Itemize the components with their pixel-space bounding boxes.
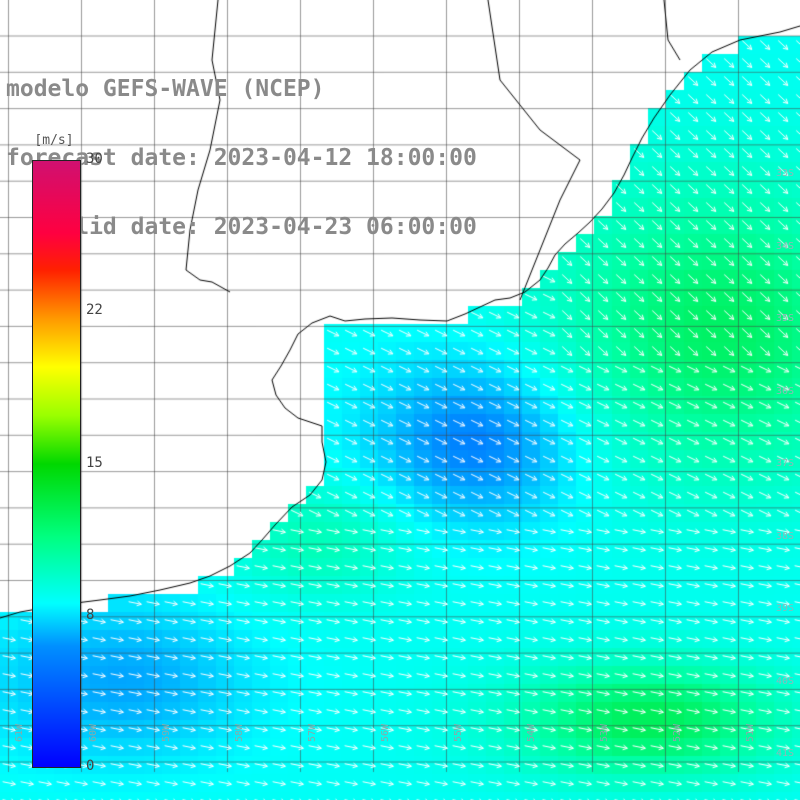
lat-label: 37S (775, 458, 794, 469)
lon-label: 55W (453, 723, 464, 742)
colorbar-tick-8: 8 (86, 607, 95, 623)
colorbar-tick-0: 0 (86, 758, 95, 774)
lat-label: 33S (775, 168, 794, 179)
lon-label: 60W (88, 723, 99, 742)
model-name: modelo GEFS-WAVE (NCEP) (6, 76, 325, 102)
colorbar-units: [m/s] (34, 133, 74, 148)
lat-label: 36S (775, 386, 794, 397)
lat-label: 34S (775, 241, 794, 252)
lon-label: 61W (14, 723, 25, 742)
lat-label: 38S (775, 531, 794, 542)
lon-label: 59W (161, 723, 172, 742)
lon-label: 54W (526, 723, 537, 742)
lon-label: 58W (234, 723, 245, 742)
lat-label: 35S (775, 313, 794, 324)
lon-label: 51W (745, 723, 756, 742)
colorbar-tick-15: 15 (86, 455, 103, 471)
colorbar-tick-22: 22 (86, 302, 103, 318)
map-title: modelo GEFS-WAVE (NCEP) forecast date: 2… (6, 32, 477, 262)
lon-label: 57W (307, 723, 318, 742)
forecast-date: forecast date: 2023-04-12 18:00:00 (6, 145, 477, 171)
lat-label: 41S (775, 748, 794, 759)
lat-label: 39S (775, 603, 794, 614)
lon-label: 53W (599, 723, 610, 742)
colorbar-tick-30: 30 (86, 151, 103, 167)
valid-date: valid date: 2023-04-23 06:00:00 (6, 214, 477, 240)
colorbar (32, 160, 81, 768)
lon-label: 56W (380, 723, 391, 742)
lat-label: 40S (775, 676, 794, 687)
lon-label: 52W (672, 723, 683, 742)
